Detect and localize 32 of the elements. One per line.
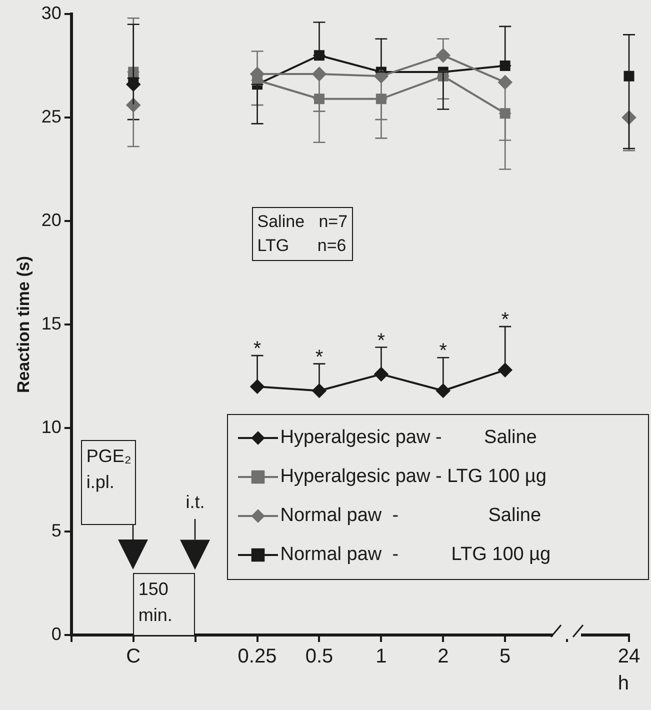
annotation: min. — [138, 604, 174, 627]
annotation: i.t. — [184, 492, 206, 514]
legend-label: Hyperalgesic paw - Saline — [280, 427, 537, 449]
x-tick-label: C — [126, 646, 141, 668]
annotation: * — [253, 338, 262, 360]
y-tick-label: 15 — [41, 313, 62, 334]
y-tick-label: 25 — [41, 106, 62, 126]
x-tick-label: 0.5 — [305, 646, 334, 668]
annotation: i.pl. — [86, 471, 116, 494]
x-tick-label: 5 — [500, 646, 511, 668]
x-tick-label: 1 — [376, 646, 387, 668]
annotation: 150 — [138, 578, 170, 601]
x-tick-label: 0.25 — [238, 646, 277, 668]
annotation: LTG n=6 — [257, 234, 348, 256]
legend-label: Hyperalgesic paw - LTG 100 µg — [280, 466, 546, 488]
annotation: * — [501, 309, 510, 332]
y-tick-label: 0 — [51, 624, 62, 644]
legend-label: Normal paw - LTG 100 µg — [280, 544, 551, 566]
annotation: Saline n=7 — [257, 210, 348, 232]
y-tick-label: 20 — [41, 210, 62, 230]
y-tick-label: 5 — [51, 520, 62, 540]
annotation: * — [439, 340, 448, 362]
x-tick-label: 24 — [618, 646, 640, 668]
x-tick-label: 2 — [438, 646, 449, 668]
x-axis-title: h — [618, 672, 629, 695]
y-axis-title: Reaction time (s) — [14, 256, 33, 393]
y-tick-label: 30 — [41, 2, 62, 23]
annotation: * — [377, 330, 386, 352]
legend-label: Normal paw - Saline — [280, 505, 542, 527]
annotation: * — [315, 346, 324, 368]
y-tick-label: 10 — [41, 416, 62, 437]
annotation: PGE₂ — [86, 445, 132, 468]
